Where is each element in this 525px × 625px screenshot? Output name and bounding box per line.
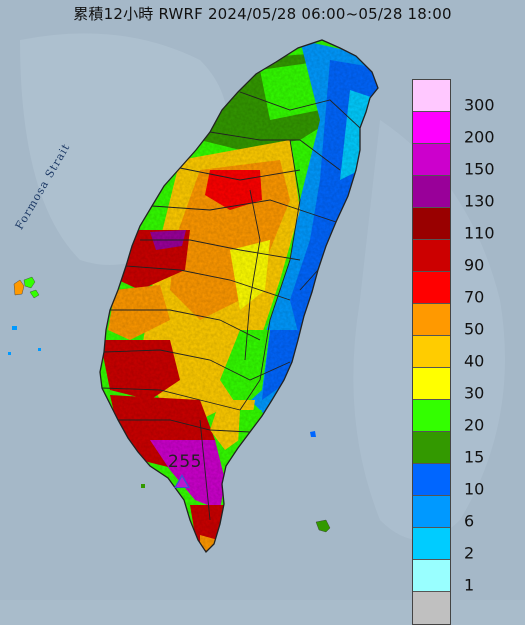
legend-swatch: [413, 80, 450, 112]
legend-swatch: [413, 240, 450, 272]
legend-label: 15: [464, 447, 485, 467]
offshore-islands: [8, 276, 331, 533]
legend-label: 50: [464, 319, 485, 339]
legend-label: 70: [464, 287, 485, 307]
max-rainfall-value: 255: [168, 452, 202, 472]
legend-label: 300: [464, 95, 495, 115]
legend-label: 1: [464, 575, 475, 595]
legend-swatch: [413, 304, 450, 336]
legend-swatch: [413, 272, 450, 304]
legend-swatch: [413, 368, 450, 400]
legend-swatch: [413, 528, 450, 560]
island-outline: [99, 39, 379, 554]
legend-label: 130: [464, 191, 495, 211]
legend-label: 40: [464, 351, 485, 371]
rainfall-legend: [412, 79, 451, 625]
legend-swatch: [413, 560, 450, 592]
legend-swatch: [413, 176, 450, 208]
legend-swatch: [413, 592, 450, 624]
legend-swatch: [413, 464, 450, 496]
legend-swatch: [413, 144, 450, 176]
legend-label: 20: [464, 415, 485, 435]
legend-swatch: [413, 336, 450, 368]
legend-label: 90: [464, 255, 485, 275]
map-title: 累積12小時 RWRF 2024/05/28 06:00~05/28 18:00: [73, 5, 452, 23]
legend-label: 200: [464, 127, 495, 147]
legend-label: 2: [464, 543, 475, 563]
legend-swatch: [413, 400, 450, 432]
legend-label: 10: [464, 479, 485, 499]
county-borders: [101, 91, 361, 521]
legend-swatch: [413, 496, 450, 528]
legend-swatch: [413, 208, 450, 240]
legend-label: 110: [464, 223, 495, 243]
legend-label: 6: [464, 511, 475, 531]
legend-swatch: [413, 432, 450, 464]
legend-label: 30: [464, 383, 485, 403]
legend-swatch: [413, 112, 450, 144]
max-rainfall-triangle-icon: [174, 474, 190, 488]
legend-label: 150: [464, 159, 495, 179]
